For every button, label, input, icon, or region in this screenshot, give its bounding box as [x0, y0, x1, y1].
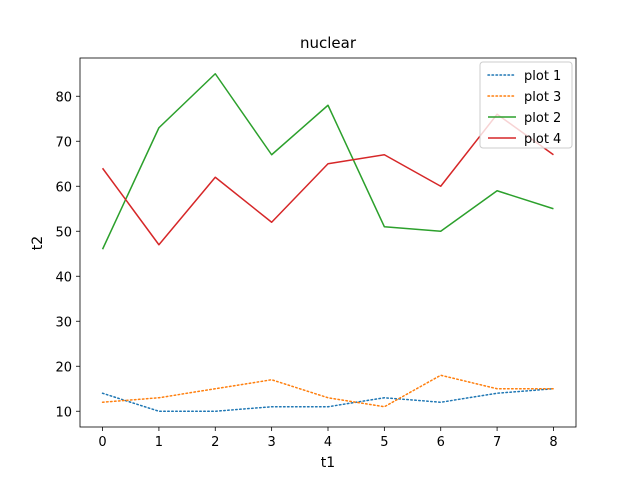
series-line-plot-1: [101, 388, 555, 412]
y-tick-label: 40: [55, 270, 72, 285]
x-tick-label: 2: [211, 435, 219, 450]
y-tick-label: 10: [55, 405, 72, 420]
series-line-plot-4: [101, 113, 554, 246]
x-tick-label: 4: [324, 435, 332, 450]
y-tick-label: 60: [55, 180, 72, 195]
x-tick-label: 7: [493, 435, 501, 450]
x-tick-label: 6: [437, 435, 445, 450]
series-line-plot-3: [101, 374, 555, 408]
legend: plot 1 plot 3 plot 2 plot 4: [479, 61, 573, 149]
x-tick-label: 0: [98, 435, 106, 450]
y-tick-label: 50: [55, 225, 72, 240]
plot-area: 0 1 2 3 4 5 6 7 8 10 20 30 40 50 60 70 80: [55, 57, 577, 450]
chart-title: nuclear: [300, 34, 357, 52]
y-axis-label: t2: [30, 236, 46, 250]
y-tick-label: 20: [55, 360, 72, 375]
legend-entry: plot 3: [524, 90, 561, 105]
x-axis-label: t1: [321, 455, 335, 471]
x-tick-label: 1: [155, 435, 163, 450]
y-tick-label: 30: [55, 315, 72, 330]
legend-entry: plot 1: [524, 69, 561, 84]
legend-entry: plot 2: [524, 111, 561, 126]
series-line-plot-2: [101, 73, 554, 250]
x-tick-label: 3: [267, 435, 275, 450]
y-tick-label: 70: [55, 135, 72, 150]
x-tick-label: 8: [549, 435, 557, 450]
legend-entry: plot 4: [524, 132, 561, 147]
legend-box: [479, 61, 573, 149]
x-tick-label: 5: [380, 435, 388, 450]
y-tick-label: 80: [55, 90, 72, 105]
